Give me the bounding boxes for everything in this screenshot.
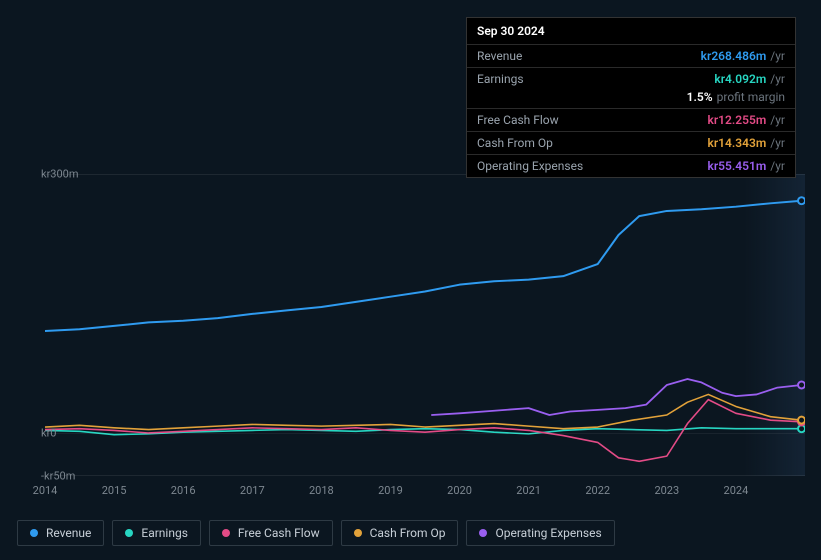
series-line — [45, 400, 802, 462]
tooltip-row-value: kr12.255m/yr — [708, 113, 785, 127]
tooltip-row: Earnings kr4.092m/yr — [467, 67, 795, 90]
x-axis-label: 2021 — [516, 484, 541, 497]
legend-item[interactable]: Free Cash Flow — [209, 520, 333, 546]
tooltip-row-value: kr4.092m/yr — [714, 72, 785, 86]
tooltip-row-extra: 1.5%profit margin — [467, 90, 795, 108]
tooltip-row-label: Revenue — [477, 49, 522, 63]
tooltip-row-label: Earnings — [477, 72, 524, 86]
x-axis-label: 2024 — [724, 484, 749, 497]
gridline — [45, 433, 805, 434]
tooltip-row-label: Free Cash Flow — [477, 113, 559, 127]
series-end-marker — [798, 382, 805, 389]
chart-legend: Revenue Earnings Free Cash Flow Cash From O… — [17, 520, 615, 546]
legend-swatch — [30, 529, 38, 537]
series-end-marker — [798, 417, 805, 424]
chart-tooltip: Sep 30 2024 Revenue kr268.486m/yr Earnings k… — [466, 17, 796, 178]
x-axis-label: 2014 — [33, 484, 58, 497]
legend-item[interactable]: Earnings — [112, 520, 201, 546]
x-axis-label: 2023 — [654, 484, 679, 497]
legend-swatch — [125, 529, 133, 537]
series-line — [45, 201, 802, 331]
tooltip-row-value: kr55.451m/yr — [708, 159, 785, 173]
tooltip-date: Sep 30 2024 — [467, 18, 795, 44]
series-line — [45, 394, 802, 429]
x-axis-label: 2020 — [447, 484, 472, 497]
x-axis-label: 2015 — [102, 484, 127, 497]
x-axis-label: 2019 — [378, 484, 403, 497]
tooltip-row: Cash From Op kr14.343m/yr — [467, 131, 795, 154]
tooltip-row-value: kr268.486m/yr — [701, 49, 785, 63]
x-axis-label: 2022 — [585, 484, 610, 497]
tooltip-row-label: Cash From Op — [477, 136, 553, 150]
legend-item[interactable]: Cash From Op — [341, 520, 459, 546]
legend-label: Cash From Op — [370, 526, 446, 540]
legend-item[interactable]: Revenue — [17, 520, 104, 546]
tooltip-row-label: Operating Expenses — [477, 159, 583, 173]
legend-label: Revenue — [46, 526, 91, 540]
x-axis-label: 2018 — [309, 484, 334, 497]
x-axis-label: 2017 — [240, 484, 265, 497]
tooltip-row: Operating Expenses kr55.451m/yr — [467, 154, 795, 177]
chart-area: kr300mkr0-kr50m 201420152016201720182019… — [17, 160, 805, 520]
legend-label: Earnings — [141, 526, 188, 540]
series-end-marker — [798, 197, 805, 204]
legend-item[interactable]: Operating Expenses — [466, 520, 614, 546]
legend-swatch — [354, 529, 362, 537]
tooltip-row: Revenue kr268.486m/yr — [467, 44, 795, 67]
legend-label: Free Cash Flow — [238, 526, 320, 540]
chart-plot[interactable] — [45, 174, 805, 476]
legend-swatch — [479, 529, 487, 537]
legend-swatch — [222, 529, 230, 537]
tooltip-row: Free Cash Flow kr12.255m/yr — [467, 108, 795, 131]
x-axis-label: 2016 — [171, 484, 196, 497]
legend-label: Operating Expenses — [495, 526, 601, 540]
tooltip-row-value: kr14.343m/yr — [708, 136, 785, 150]
